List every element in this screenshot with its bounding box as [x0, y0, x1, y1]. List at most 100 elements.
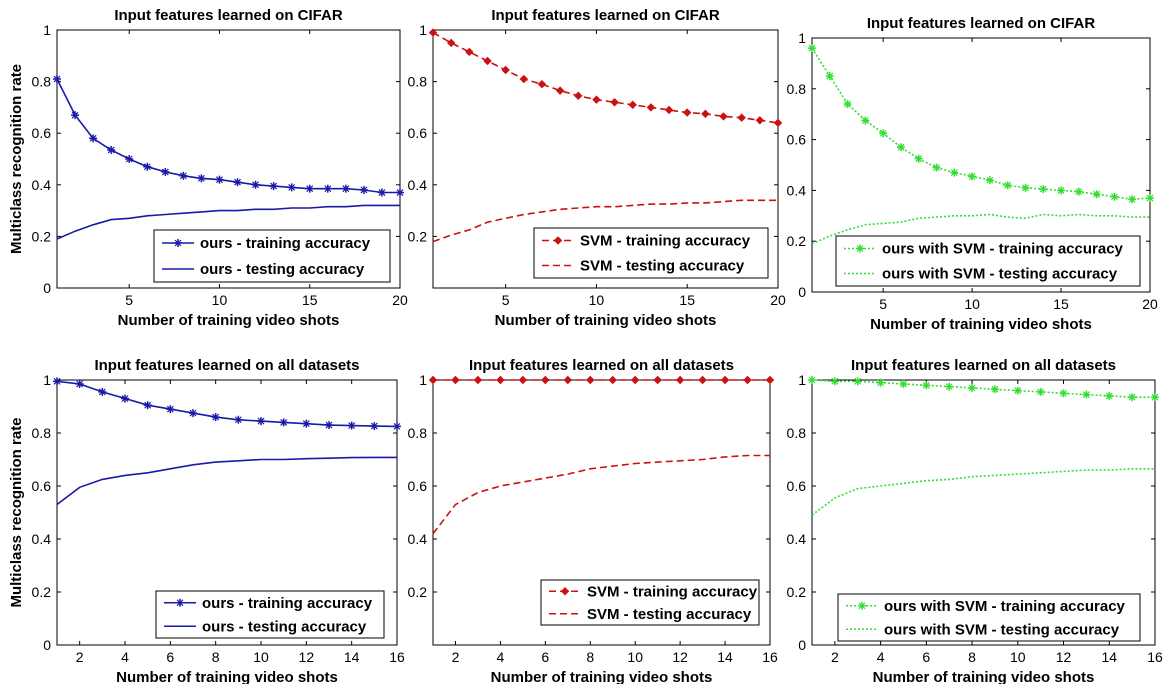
- data-point: [483, 56, 492, 66]
- x-tick-label: 10: [964, 296, 980, 312]
- y-tick-label: 0: [798, 284, 806, 300]
- data-point: [216, 176, 223, 184]
- legend-entry: ours - training accuracy: [202, 595, 373, 612]
- y-tick-label: 0.8: [408, 425, 428, 441]
- x-tick-label: 20: [770, 292, 786, 308]
- series-line-1: [56, 380, 398, 428]
- x-tick-label: 14: [717, 649, 733, 665]
- y-tick-label: 0: [43, 280, 51, 296]
- legend-entry: ours with SVM - testing accuracy: [884, 621, 1120, 638]
- data-point: [664, 105, 674, 115]
- data-point: [950, 169, 958, 177]
- data-point: [630, 375, 640, 385]
- y-tick-label: 0.4: [408, 177, 428, 193]
- series-line-2: [811, 213, 1150, 245]
- x-tick-label: 6: [541, 649, 549, 665]
- data-point: [348, 422, 356, 430]
- legend-entry: ours - testing accuracy: [200, 261, 365, 278]
- data-point: [574, 91, 583, 100]
- data-point: [683, 108, 692, 117]
- y-tick-label: 0.2: [32, 584, 52, 600]
- data-point: [720, 375, 730, 385]
- data-point: [53, 75, 61, 83]
- data-point: [586, 375, 595, 385]
- data-point: [537, 79, 547, 89]
- x-tick-label: 8: [212, 649, 220, 665]
- data-point: [1039, 185, 1047, 193]
- data-point: [1022, 184, 1029, 192]
- plot-frame: [432, 29, 779, 289]
- data-point: [1093, 190, 1101, 198]
- data-point: [877, 379, 885, 387]
- data-point: [592, 95, 601, 104]
- x-tick-label: 20: [1142, 296, 1158, 312]
- data-point: [473, 375, 483, 385]
- data-point: [270, 182, 278, 190]
- y-tick-label: 0.6: [32, 478, 52, 494]
- data-point: [701, 109, 710, 119]
- data-point: [465, 47, 474, 57]
- data-point: [302, 420, 310, 428]
- x-tick-label: 2: [452, 649, 460, 665]
- chart-panel-4: Input features learned on all datasets Nu…: [8, 357, 405, 686]
- data-point: [71, 111, 79, 119]
- data-point: [451, 375, 460, 385]
- legend-box: [155, 590, 385, 639]
- x-tick-label: 2: [76, 649, 84, 665]
- data-point: [773, 118, 783, 128]
- y-tick-label: 0.4: [787, 182, 807, 198]
- legend-entry: ours - training accuracy: [200, 235, 371, 252]
- legend-box: [540, 579, 760, 626]
- data-point: [342, 185, 350, 193]
- y-tick-label: 0.8: [32, 425, 52, 441]
- x-tick-label: 6: [166, 649, 174, 665]
- y-tick-label: 0.2: [787, 233, 807, 249]
- data-point: [518, 375, 528, 385]
- x-tick-label: 12: [299, 649, 315, 665]
- legend: ours with SVM - training accuracy ours wi…: [835, 235, 1141, 287]
- data-point: [1128, 393, 1136, 401]
- x-tick-label: 8: [968, 649, 976, 665]
- data-point: [179, 172, 187, 180]
- data-point: [968, 173, 976, 180]
- chart-title: Input features learned on CIFAR: [867, 15, 1096, 32]
- legend-entry: ours with SVM - training accuracy: [882, 241, 1124, 258]
- plot-frame: [811, 37, 1151, 293]
- x-tick-label: 16: [389, 649, 405, 665]
- y-tick-label: 0.4: [787, 531, 807, 547]
- series-line-2: [432, 454, 770, 535]
- data-point: [743, 375, 752, 385]
- legend-entry: SVM - testing accuracy: [580, 258, 745, 275]
- data-point: [197, 174, 205, 182]
- legend-entry: SVM - training accuracy: [587, 583, 758, 600]
- data-point: [428, 375, 438, 385]
- data-point: [252, 181, 260, 189]
- x-tick-label: 5: [502, 292, 510, 308]
- data-point: [610, 98, 619, 107]
- y-tick-label: 0.8: [787, 81, 807, 97]
- chart-title: Input features learned on all datasets: [94, 357, 359, 374]
- data-point: [563, 375, 573, 385]
- legend-marker: [560, 587, 570, 596]
- data-point: [933, 164, 940, 171]
- data-point: [541, 375, 550, 385]
- series-line-1: [432, 31, 779, 124]
- y-tick-label: 0.2: [408, 228, 428, 244]
- x-tick-label: 16: [1147, 649, 1163, 665]
- legend-box: [153, 229, 391, 283]
- data-point: [360, 186, 368, 194]
- data-point: [737, 113, 746, 122]
- data-point: [1105, 392, 1113, 400]
- x-tick-label: 10: [589, 292, 605, 308]
- data-point: [98, 388, 106, 396]
- data-point: [496, 375, 505, 385]
- data-point: [166, 405, 174, 413]
- data-point: [446, 38, 456, 48]
- chart-title: Input features learned on all datasets: [851, 357, 1116, 374]
- x-tick-label: 20: [392, 292, 408, 308]
- data-point: [280, 418, 288, 426]
- y-tick-label: 1: [798, 30, 806, 46]
- y-axis-label: Multiclass recognition rate: [8, 417, 25, 607]
- x-tick-label: 10: [253, 649, 269, 665]
- chart-title: Input features learned on all datasets: [469, 357, 734, 374]
